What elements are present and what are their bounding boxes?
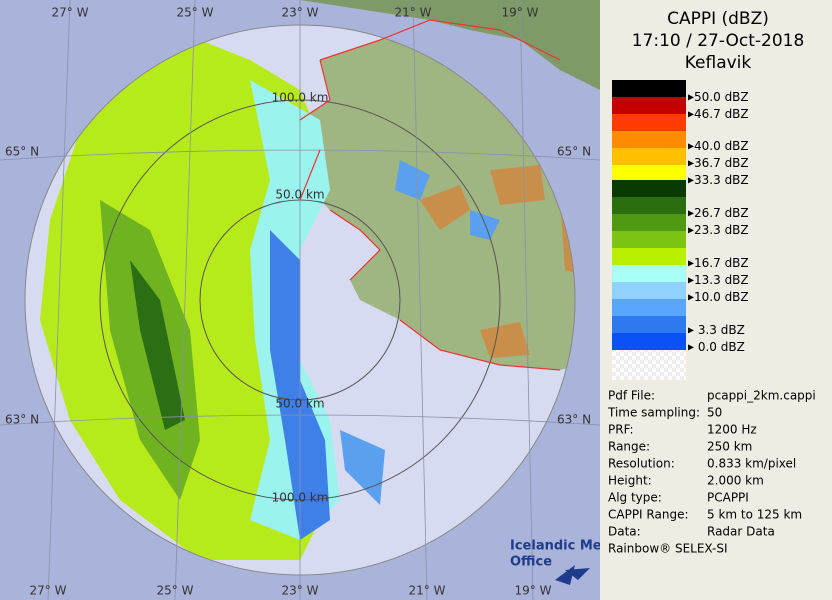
lat-label: 63° N <box>5 413 39 427</box>
legend-label: ▸46.7 dBZ <box>688 107 749 121</box>
footer: Rainbow® SELEX-SI <box>608 542 728 556</box>
lon-label: 23° W <box>282 6 319 20</box>
info-label: PRF: <box>608 423 634 437</box>
info-value: Radar Data <box>707 525 775 539</box>
info-label: CAPPI Range: <box>608 508 689 522</box>
info-value: 0.833 km/pixel <box>707 457 796 471</box>
glacier <box>420 165 575 358</box>
echo-strong <box>130 260 185 430</box>
info-value: 1200 Hz <box>707 423 757 437</box>
echo-patch <box>340 160 500 505</box>
legend-label: ▸13.3 dBZ <box>688 273 749 287</box>
range-label: 100.0 km <box>272 91 329 105</box>
logo-text: Icelandic Met <box>510 539 608 554</box>
legend-label: ▸36.7 dBZ <box>688 156 749 170</box>
legend-label: ▸16.7 dBZ <box>688 256 749 270</box>
legend-label: ▸23.3 dBZ <box>688 223 749 237</box>
range-label: 50.0 km <box>275 188 324 202</box>
lon-label: 25° W <box>177 6 214 20</box>
lon-label: 27° W <box>52 6 89 20</box>
info-value: 5 km to 125 km <box>707 508 802 522</box>
legend-label: ▸33.3 dBZ <box>688 173 749 187</box>
legend-label: ▸40.0 dBZ <box>688 139 749 153</box>
range-rings <box>0 0 601 600</box>
info-value: PCAPPI <box>707 491 749 505</box>
lon-label: 19° W <box>515 584 552 598</box>
title: 17:10 / 27-Oct-2018 <box>632 31 805 51</box>
lon-label: 21° W <box>409 584 446 598</box>
legend-label: ▸50.0 dBZ <box>688 90 749 104</box>
logo-text: Office <box>510 555 552 570</box>
legend-label: ▸ 0.0 dBZ <box>688 340 745 354</box>
lon-label: 25° W <box>157 584 194 598</box>
info-value: 50 <box>707 406 722 420</box>
info-value: 2.000 km <box>707 474 764 488</box>
coastline <box>299 19 561 371</box>
info-label: Height: <box>608 474 652 488</box>
info-label: Range: <box>608 440 650 454</box>
info-label: Time sampling: <box>607 406 700 420</box>
logo-mark <box>555 565 590 585</box>
legend-labels: ▸50.0 dBZ ▸46.7 dBZ ▸40.0 dBZ ▸36.7 dBZ … <box>688 90 749 354</box>
info-label: Pdf File: <box>608 389 655 403</box>
legend-label: ▸26.7 dBZ <box>688 206 749 220</box>
title: Keflavik <box>685 53 752 73</box>
info-label: Data: <box>608 525 641 539</box>
lon-label: 27° W <box>30 584 67 598</box>
lat-label: 65° N <box>5 145 39 159</box>
lon-label: 19° W <box>502 6 539 20</box>
lon-label: 23° W <box>282 584 319 598</box>
lat-label: 63° N <box>557 413 591 427</box>
info-label: Alg type: <box>608 491 662 505</box>
color-bar <box>612 80 686 380</box>
range-label: 100.0 km <box>272 491 329 505</box>
legend-label: ▸10.0 dBZ <box>688 290 749 304</box>
title: CAPPI (dBZ) <box>667 9 769 29</box>
info-value: pcappi_2km.cappi <box>707 389 816 403</box>
lat-label: 65° N <box>557 145 591 159</box>
lon-label: 21° W <box>395 6 432 20</box>
info-table: Pdf File: pcappi_2km.cappi Time sampling: 5… <box>607 389 816 539</box>
info-value: 250 km <box>707 440 752 454</box>
info-label: Resolution: <box>608 457 675 471</box>
land-outside <box>300 0 600 90</box>
legend-label: ▸ 3.3 dBZ <box>688 323 745 337</box>
range-label: 50.0 km <box>275 397 324 411</box>
